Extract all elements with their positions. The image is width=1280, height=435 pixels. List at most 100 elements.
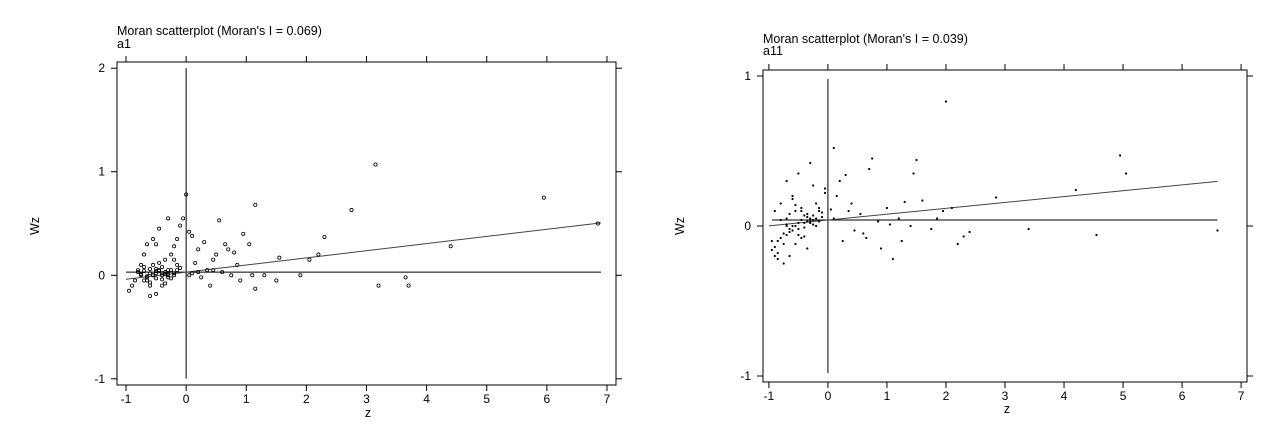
data-point <box>888 223 892 226</box>
x-tick-label: 7 <box>1238 389 1245 403</box>
axis-ticks: -1 0 1 2 3 4 5 6 7 -1 0 1 <box>740 64 1253 403</box>
data-point <box>136 268 141 273</box>
data-point <box>595 221 600 226</box>
data-point <box>912 172 915 175</box>
data-point <box>157 269 162 274</box>
data-point <box>277 255 282 260</box>
data-point <box>541 195 546 200</box>
chart-title: Moran scatterplot (Moran's I = 0.069) <box>117 24 322 38</box>
data-point <box>166 268 171 273</box>
data-point <box>788 254 791 258</box>
data-point <box>1074 188 1077 192</box>
data-point <box>782 242 785 246</box>
data-point <box>166 216 171 221</box>
x-axis-label: z <box>365 406 371 420</box>
data-point <box>800 209 803 213</box>
data-point <box>862 232 865 235</box>
data-point <box>151 237 156 242</box>
data-point <box>803 226 806 229</box>
data-point <box>184 192 189 197</box>
data-point <box>211 257 216 262</box>
data-point <box>130 283 135 288</box>
data-point <box>776 239 779 243</box>
data-point <box>785 179 788 183</box>
chart-subtitle: a11 <box>763 44 783 58</box>
regression-line <box>125 222 602 280</box>
data-point <box>782 262 785 265</box>
data-point <box>190 233 195 238</box>
data-point <box>941 209 945 213</box>
data-point <box>220 270 225 275</box>
data-point <box>791 197 794 201</box>
data-point <box>172 273 177 278</box>
data-point <box>196 247 201 252</box>
x-tick-label: 5 <box>483 392 490 406</box>
data-point <box>157 226 162 231</box>
data-point <box>235 262 240 267</box>
data-point <box>448 244 453 249</box>
data-point <box>800 236 803 240</box>
data-point <box>812 218 815 222</box>
data-point <box>995 196 998 199</box>
data-point <box>921 199 924 202</box>
data-point <box>148 271 153 276</box>
data-point <box>868 167 871 171</box>
data-point <box>145 278 150 283</box>
y-tick-label: 1 <box>98 165 105 179</box>
data-point <box>891 257 894 261</box>
data-point <box>160 277 165 282</box>
data-point <box>154 276 159 281</box>
data-point <box>238 278 243 283</box>
data-point <box>208 283 213 288</box>
data-point <box>187 229 192 234</box>
data-point <box>788 212 791 216</box>
data-point <box>298 273 303 278</box>
data-point <box>181 216 186 221</box>
regression-line <box>768 180 1218 227</box>
x-tick-label: 5 <box>1120 389 1127 403</box>
data-point <box>779 202 782 205</box>
data-point <box>133 278 138 283</box>
data-point <box>373 162 378 167</box>
data-points <box>127 162 600 298</box>
data-point <box>841 239 844 243</box>
data-point <box>217 218 222 223</box>
data-point <box>253 202 258 207</box>
data-point <box>785 217 788 220</box>
data-point <box>779 218 782 222</box>
data-point <box>187 273 192 278</box>
data-point <box>847 209 850 213</box>
data-point <box>820 211 824 214</box>
x-tick-label: 3 <box>363 392 370 406</box>
data-point <box>160 264 165 269</box>
y-tick-label: -1 <box>740 369 751 383</box>
data-point <box>815 217 818 220</box>
data-point <box>178 266 183 271</box>
data-point <box>376 283 381 288</box>
data-point <box>812 223 815 226</box>
data-point <box>806 247 809 250</box>
data-point <box>823 191 827 195</box>
data-point <box>936 217 939 220</box>
x-tick-label: -1 <box>764 389 775 403</box>
data-point <box>788 227 791 231</box>
data-point <box>172 244 177 249</box>
data-point <box>794 203 797 207</box>
data-point <box>876 220 880 223</box>
data-point <box>817 209 821 213</box>
data-point <box>157 260 162 265</box>
y-tick-label: 2 <box>98 61 105 75</box>
data-point <box>229 273 234 278</box>
data-point <box>785 233 788 237</box>
data-point <box>202 240 207 245</box>
data-point <box>770 239 773 243</box>
data-point <box>788 230 791 234</box>
data-point <box>806 215 809 219</box>
data-point <box>154 267 159 272</box>
data-point <box>205 268 210 273</box>
data-point <box>139 262 144 267</box>
y-tick-label: 0 <box>744 219 751 233</box>
data-point <box>909 224 912 228</box>
data-point <box>809 221 812 225</box>
